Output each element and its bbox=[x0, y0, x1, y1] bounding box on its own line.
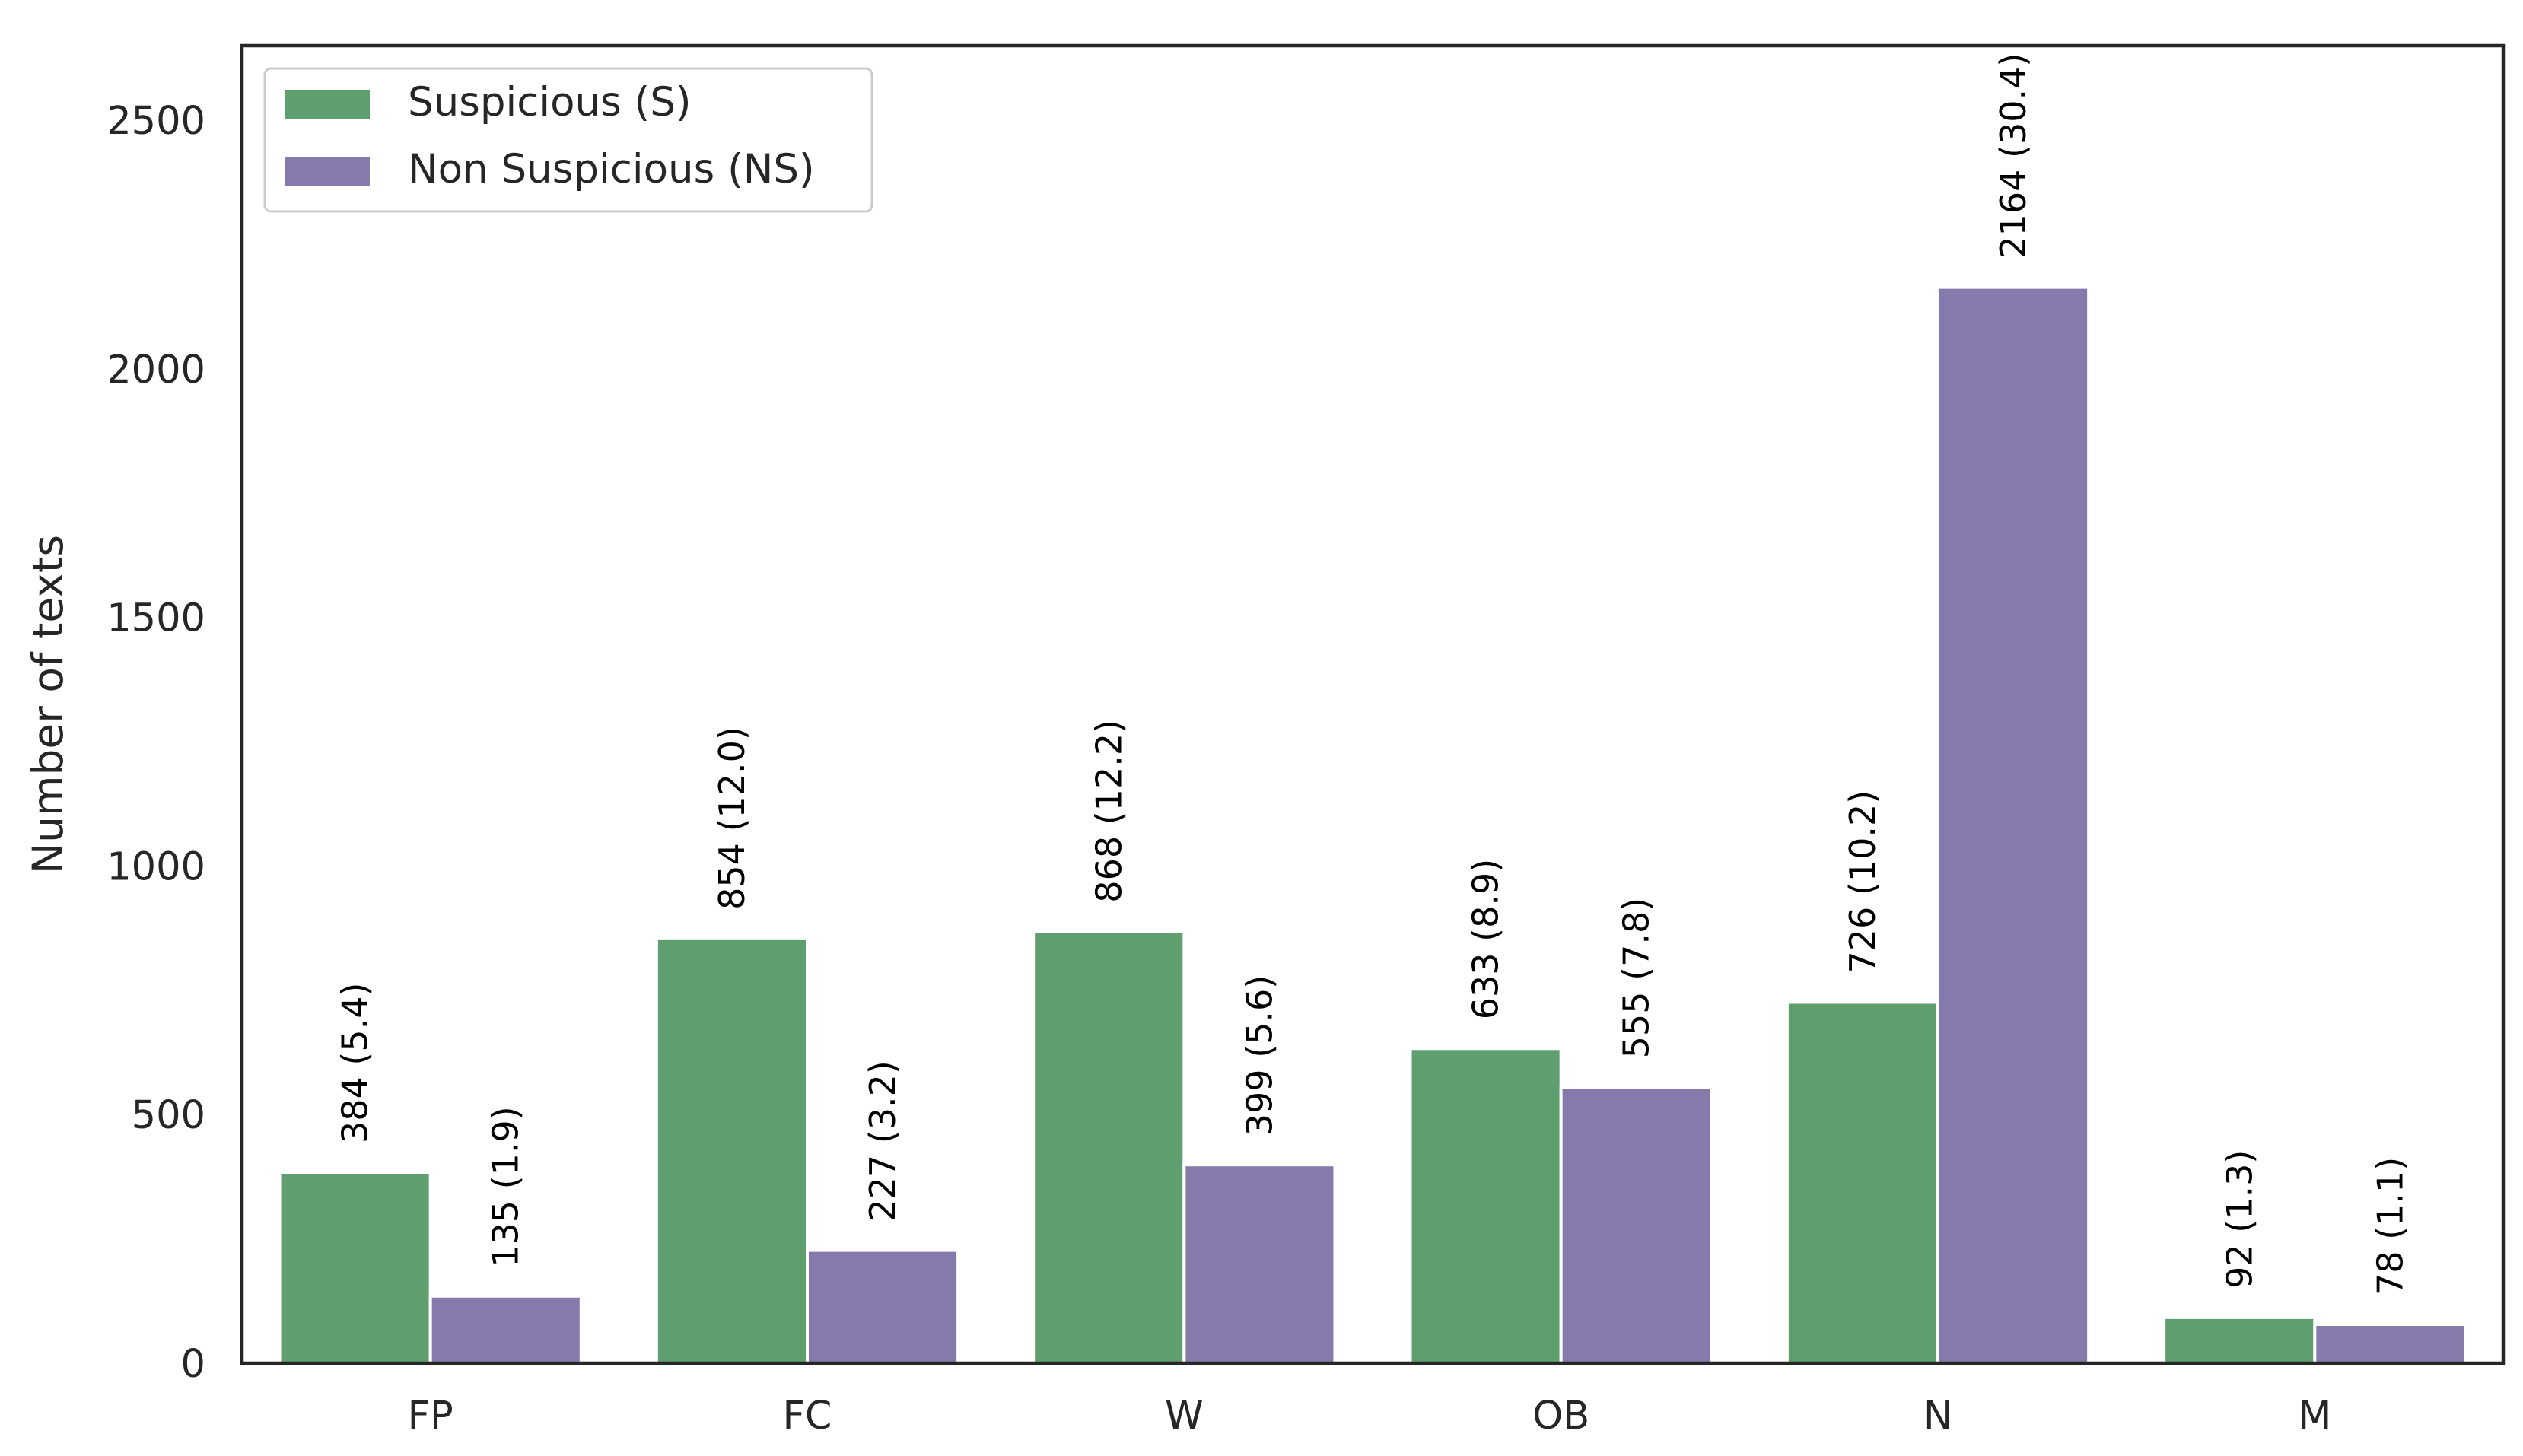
bar-ob-ns bbox=[1559, 1086, 1713, 1365]
data-label: 135 (1.9) bbox=[485, 1106, 527, 1267]
y-tick-label: 2000 bbox=[107, 348, 205, 393]
y-tick-label: 1500 bbox=[107, 596, 205, 641]
data-label: 726 (10.2) bbox=[1842, 790, 1883, 974]
bar-ob-s bbox=[1408, 1047, 1563, 1365]
data-label: 384 (5.4) bbox=[335, 983, 376, 1143]
axes-layer: 0 500 1000 1500 2000 2500 FP FC W OB N M Number of t… bbox=[24, 43, 2506, 1439]
legend: Suspicious (S) Non Suspicious (NS) bbox=[263, 67, 873, 213]
bar-m-s bbox=[2162, 1315, 2317, 1365]
x-tick-label: M bbox=[2298, 1394, 2331, 1439]
bar-fp-s bbox=[278, 1171, 432, 1365]
data-label: 555 (7.8) bbox=[1616, 898, 1657, 1058]
bar-n-ns bbox=[1936, 285, 2091, 1365]
bars-layer bbox=[278, 285, 2467, 1365]
x-tick-label: FC bbox=[783, 1394, 832, 1439]
legend-label-s: Suspicious (S) bbox=[408, 79, 692, 126]
x-tick-label: OB bbox=[1532, 1394, 1589, 1439]
bar-fp-ns bbox=[428, 1294, 583, 1365]
data-label: 868 (12.2) bbox=[1088, 720, 1129, 903]
bar-fc-s bbox=[654, 936, 809, 1365]
legend-box bbox=[263, 67, 873, 213]
x-tick-label: N bbox=[1923, 1394, 1952, 1439]
data-labels-layer: 384 (5.4) 854 (12.0) 868 (12.2) 633 (8.9) 72… bbox=[335, 53, 2411, 1295]
x-tick-label: W bbox=[1165, 1394, 1203, 1439]
plot-frame bbox=[240, 43, 2506, 1365]
legend-swatch-ns bbox=[285, 157, 370, 186]
bar-w-ns bbox=[1182, 1163, 1337, 1365]
y-tick-label: 0 bbox=[181, 1342, 205, 1387]
bar-m-ns bbox=[2313, 1323, 2467, 1365]
legend-swatch-s bbox=[285, 90, 370, 119]
y-tick-label: 1000 bbox=[107, 844, 205, 889]
bar-w-s bbox=[1032, 930, 1186, 1365]
x-tick-label: FP bbox=[408, 1394, 453, 1439]
y-tick-label: 2500 bbox=[107, 99, 205, 144]
bar-n-s bbox=[1785, 1000, 1940, 1365]
data-label: 399 (5.6) bbox=[1239, 975, 1280, 1136]
data-label: 227 (3.2) bbox=[862, 1060, 903, 1221]
y-tick-label: 500 bbox=[132, 1093, 205, 1138]
data-label: 78 (1.1) bbox=[2369, 1157, 2410, 1295]
data-label: 92 (1.3) bbox=[2219, 1150, 2260, 1289]
y-axis-title: Number of texts bbox=[24, 535, 72, 874]
legend-label-ns: Non Suspicious (NS) bbox=[408, 146, 815, 192]
bar-fc-ns bbox=[806, 1248, 960, 1365]
data-label: 2164 (30.4) bbox=[1993, 53, 2034, 259]
data-label: 633 (8.9) bbox=[1465, 859, 1506, 1019]
data-label: 854 (12.0) bbox=[711, 726, 752, 910]
